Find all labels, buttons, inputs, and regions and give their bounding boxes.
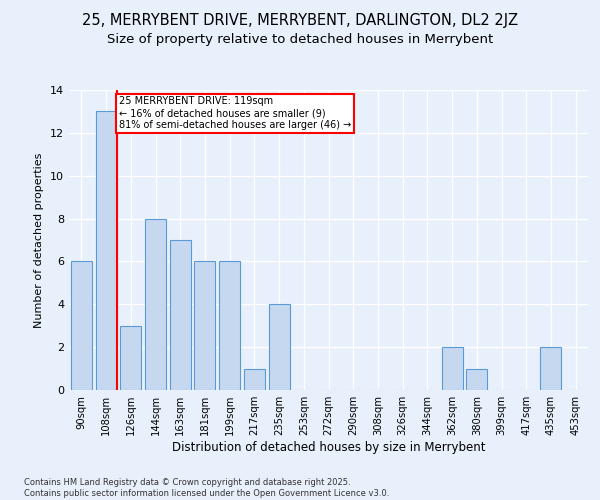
Bar [244,368,265,390]
Bar [541,347,562,390]
Y-axis label: Number of detached properties: Number of detached properties [34,152,44,328]
Text: 25, MERRYBENT DRIVE, MERRYBENT, DARLINGTON, DL2 2JZ: 25, MERRYBENT DRIVE, MERRYBENT, DARLINGT… [82,12,518,28]
Bar [120,326,141,390]
Bar [170,240,191,390]
Bar [145,218,166,390]
Bar [71,262,92,390]
Text: Size of property relative to detached houses in Merrybent: Size of property relative to detached ho… [107,32,493,46]
Bar [219,262,240,390]
Bar [95,112,116,390]
X-axis label: Distribution of detached houses by size in Merrybent: Distribution of detached houses by size … [172,441,485,454]
Text: 25 MERRYBENT DRIVE: 119sqm
← 16% of detached houses are smaller (9)
81% of semi-: 25 MERRYBENT DRIVE: 119sqm ← 16% of deta… [119,96,351,130]
Bar [194,262,215,390]
Bar [269,304,290,390]
Bar [466,368,487,390]
Bar [442,347,463,390]
Text: Contains HM Land Registry data © Crown copyright and database right 2025.
Contai: Contains HM Land Registry data © Crown c… [24,478,389,498]
